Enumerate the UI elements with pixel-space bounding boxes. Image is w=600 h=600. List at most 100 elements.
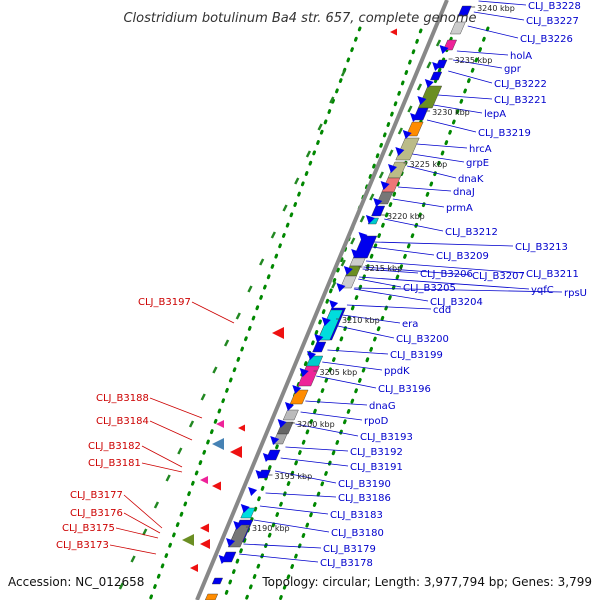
forward-gene-arrow (270, 436, 280, 445)
forward-gene-leader (253, 519, 330, 533)
gc-mark (369, 193, 375, 201)
forward-gene-arrow (417, 96, 427, 105)
forward-gene-label: ppdK (384, 366, 410, 377)
reverse-gene-label: CLJ_B3175 (62, 523, 115, 534)
gc-mark (130, 555, 136, 563)
forward-gene-leader (300, 411, 363, 421)
forward-gene-arrow (226, 538, 236, 547)
scale-tick-label: 3215 kbp (365, 264, 403, 273)
scale-tick-label: 3205 kbp (319, 368, 357, 377)
forward-gene-arrow (248, 487, 258, 496)
forward-gene-leader (478, 0, 527, 6)
forward-gene-label: hrcA (469, 144, 492, 155)
forward-gene-leader (416, 143, 468, 149)
reverse-gene-leader (115, 527, 159, 539)
forward-gene-label: CLJ_B3192 (350, 447, 403, 458)
gc-mark (165, 474, 171, 482)
forward-gene-label: rpoD (364, 416, 389, 427)
gc-dotted-track (278, 26, 490, 600)
forward-gene-block (430, 71, 443, 81)
reverse-gene-label: CLJ_B3173 (56, 540, 109, 551)
forward-gene-leader (295, 423, 359, 437)
forward-gene-label: cdd (433, 305, 451, 316)
forward-gene-arrow (424, 79, 434, 88)
gc-mark (331, 281, 337, 289)
forward-gene-label: CLJ_B3199 (390, 350, 443, 361)
forward-gene-arrow (410, 113, 420, 122)
forward-gene-label: CLJ_B3183 (330, 510, 383, 521)
forward-gene-leader (316, 375, 377, 389)
forward-gene-arrow (343, 266, 353, 275)
gc-mark (359, 215, 365, 223)
forward-gene-arrow (314, 334, 324, 343)
forward-gene-label: CLJ_B3191 (350, 462, 403, 473)
forward-gene-label: CLJ_B3193 (360, 432, 413, 443)
forward-gene-block (417, 85, 443, 109)
gc-mark (407, 105, 413, 113)
forward-gene-block (289, 389, 309, 405)
gc-mark (397, 127, 404, 135)
gc-mark (329, 96, 335, 104)
gc-mark (294, 177, 300, 185)
forward-gene-leader (426, 119, 477, 133)
forward-gene-label: rpsU (564, 288, 587, 299)
reverse-gene-arrow (212, 481, 221, 491)
forward-gene-block (349, 257, 366, 267)
forward-gene-label: yqfC (531, 285, 554, 296)
forward-gene-label: CLJ_B3207 (472, 271, 525, 282)
gc-mark (317, 123, 323, 131)
forward-gene-arrow (365, 215, 375, 224)
forward-gene-leader (384, 218, 444, 232)
forward-gene-arrow (351, 249, 361, 258)
forward-gene-leader (353, 288, 429, 302)
forward-gene-label: CLJ_B3221 (494, 95, 547, 106)
forward-gene-label: grpE (466, 158, 489, 169)
forward-gene-leader (467, 25, 519, 39)
forward-gene-label: CLJ_B3200 (396, 334, 449, 345)
forward-gene-arrow (329, 300, 339, 309)
reverse-gene-leader (123, 494, 163, 529)
gene-labels: CLJ_B3228 CLJ_B3227 CLJ_B3226 holA gpr CLJ_B3… (56, 1, 587, 569)
forward-gene-leader (473, 11, 525, 21)
forward-gene-arrow (262, 453, 272, 462)
scale-tick-label: 3220 kbp (387, 212, 425, 221)
forward-gene-leader (354, 287, 563, 293)
reverse-gene-leader (123, 512, 161, 534)
gc-mark (200, 393, 206, 401)
accession-label: Accession: NC_012658 (8, 575, 144, 589)
forward-gene-leader (239, 553, 319, 563)
forward-gene-leader (274, 470, 337, 484)
forward-gene-leader (365, 260, 525, 274)
forward-gene-leader (305, 400, 368, 406)
gc-mark (305, 150, 312, 158)
reverse-gene-arrow (230, 446, 242, 458)
forward-gene-label: dnaG (369, 401, 396, 412)
forward-gene-label: CLJ_B3186 (338, 493, 391, 504)
forward-gene-label: CLJ_B3209 (436, 251, 489, 262)
gc-mark (388, 149, 394, 157)
gc-mark (118, 582, 124, 590)
forward-gene-arrow (402, 130, 412, 139)
forward-gene-label: dnaJ (453, 187, 475, 198)
forward-gene-leader (346, 304, 432, 310)
title-band (0, 0, 600, 34)
reverse-gene-leader (149, 397, 203, 419)
gc-dotted-track (148, 26, 362, 600)
forward-gene-leader (359, 276, 530, 290)
gc-mark (223, 339, 230, 347)
gc-mark (350, 237, 356, 245)
forward-gene-label: CLJ_B3190 (338, 479, 391, 490)
forward-gene-block (312, 341, 327, 353)
gc-mark (282, 204, 288, 212)
forward-gene-label: CLJ_B3226 (520, 34, 573, 45)
forward-gene-leader (243, 543, 322, 549)
gc-mark (270, 231, 276, 239)
forward-gene-block (317, 309, 344, 341)
reverse-gene-arrow (200, 523, 209, 533)
forward-gene-block (204, 593, 219, 600)
forward-gene-arrow (358, 232, 368, 241)
forward-gene-leader (265, 492, 337, 498)
reverse-gene-label: CLJ_B3177 (70, 490, 123, 501)
gc-mark (188, 420, 195, 428)
